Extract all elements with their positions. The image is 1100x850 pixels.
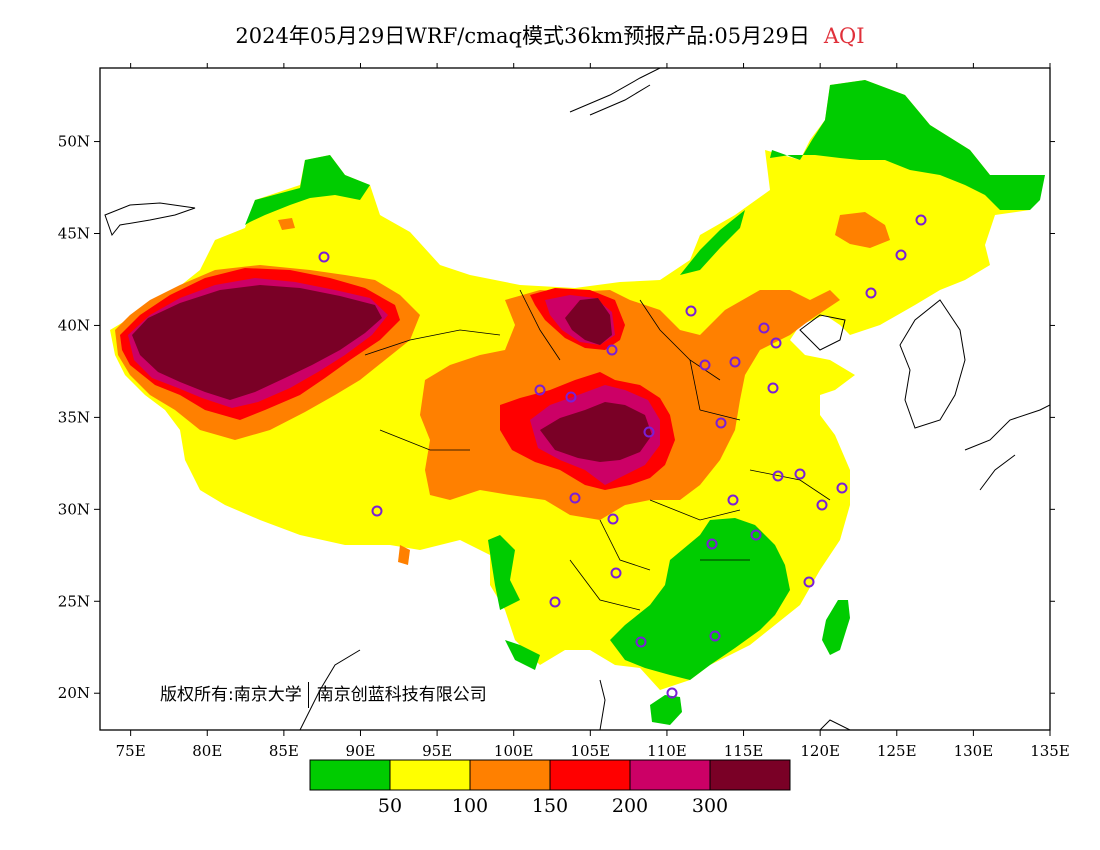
legend-swatch [709, 759, 791, 791]
station-marker [727, 494, 739, 506]
legend-swatch [389, 759, 471, 791]
station-marker [865, 287, 877, 299]
lat-tick-label: 20N [58, 684, 90, 702]
green-southwest [488, 535, 520, 610]
station-marker [565, 391, 577, 403]
lon-tick-label: 105E [571, 742, 611, 760]
lon-tick-label: 125E [877, 742, 917, 760]
coastline-korea [899, 299, 966, 429]
coastline-sakhalin-area [569, 68, 661, 116]
lat-tick-label: 30N [58, 500, 90, 518]
internal-province-lines [364, 289, 831, 611]
lon-tick-label: 80E [192, 742, 222, 760]
lon-tick-label: 100E [494, 742, 534, 760]
station-marker [767, 382, 779, 394]
station-marker [549, 596, 561, 608]
lon-tick-label: 110E [647, 742, 687, 760]
copyright-org1: 南京大学 [233, 685, 302, 705]
green-northeast-strip [680, 210, 745, 275]
copyright-org2: 南京创蓝科技有限公司 [316, 685, 487, 705]
station-marker [816, 499, 828, 511]
longitude-ticks: 75E 80E 85E 90E 95E 100E 105E 110E 115E 120E 125E 1… [116, 63, 1070, 760]
station-marker [758, 322, 770, 334]
lon-tick-label: 85E [269, 742, 299, 760]
station-marker [643, 426, 655, 438]
station-marker [729, 356, 741, 368]
station-marker [666, 687, 678, 699]
lon-tick-label: 120E [800, 742, 840, 760]
station-marker [715, 417, 727, 429]
station-marker [534, 384, 546, 396]
station-marker [794, 468, 806, 480]
copyright-owner-label: 版权所有: [160, 685, 234, 705]
latitude-ticks: 20N 25N 30N 35N 40N 45N 50N [58, 133, 1055, 702]
title-variable: AQI [823, 24, 865, 48]
lon-tick-label: 135E [1030, 742, 1070, 760]
station-markers [318, 214, 927, 699]
station-marker [318, 251, 330, 263]
legend-label: 50 [378, 795, 402, 817]
lat-tick-label: 25N [58, 592, 90, 610]
green-southwest-2 [505, 640, 540, 670]
station-marker [606, 344, 618, 356]
green-south [610, 518, 790, 680]
orange-southwest-spot [398, 545, 410, 565]
orange-spot-small [278, 218, 295, 230]
station-marker [610, 567, 622, 579]
color-legend: 50 100 150 200 300 [309, 759, 791, 817]
station-marker [895, 249, 907, 261]
station-marker [685, 305, 697, 317]
station-marker [770, 337, 782, 349]
orange-northeast-spot [835, 212, 890, 248]
station-marker [750, 529, 762, 541]
coastline-japan [964, 404, 1050, 491]
legend-swatch [309, 759, 391, 791]
darkred-central [540, 402, 652, 462]
lat-tick-label: 35N [58, 408, 90, 426]
station-marker [836, 482, 848, 494]
legend-label: 200 [612, 795, 648, 817]
lon-tick-label: 90E [345, 742, 375, 760]
darkred-tarim [132, 285, 382, 400]
map-layers [110, 80, 1045, 725]
station-marker [772, 470, 784, 482]
lat-tick-label: 40N [58, 316, 90, 334]
boundary-lines [104, 68, 1050, 730]
station-marker [569, 492, 581, 504]
station-marker [706, 538, 718, 550]
station-marker [709, 630, 721, 642]
station-marker [371, 505, 383, 517]
hainan-island [650, 695, 682, 725]
map-title: 2024年05月29日WRF/cmaq模式36km预报产品:05月29日 AQI [0, 20, 1100, 50]
green-northwest [245, 155, 370, 225]
lat-tick-label: 45N [58, 225, 90, 243]
legend-label: 150 [532, 795, 568, 817]
boundary-russia-nw [104, 202, 196, 237]
copyright-separator [307, 682, 309, 708]
legend-swatch [549, 759, 631, 791]
legend-label: 100 [452, 795, 488, 817]
lon-tick-label: 115E [724, 742, 764, 760]
legend-label: 300 [692, 795, 728, 817]
copyright-text: 版权所有:南京大学 南京创蓝科技有限公司 [160, 680, 487, 708]
lon-tick-label: 75E [116, 742, 146, 760]
station-marker [635, 636, 647, 648]
legend-swatch [629, 759, 711, 791]
darkred-north-central [565, 298, 612, 345]
green-northeast [770, 80, 1045, 210]
legend-swatch [469, 759, 551, 791]
boundary-southeast-asia [299, 649, 851, 730]
lon-tick-label: 95E [422, 742, 452, 760]
station-marker [699, 359, 711, 371]
station-marker [803, 576, 815, 588]
title-main: 2024年05月29日WRF/cmaq模式36km预报产品:05月29日 [235, 24, 810, 48]
map-frame [99, 67, 1051, 731]
station-marker [915, 214, 927, 226]
coastline-bohai [799, 314, 846, 351]
lat-tick-label: 50N [58, 133, 90, 151]
lon-tick-label: 130E [954, 742, 994, 760]
taiwan-island [822, 600, 850, 655]
station-marker [607, 513, 619, 525]
